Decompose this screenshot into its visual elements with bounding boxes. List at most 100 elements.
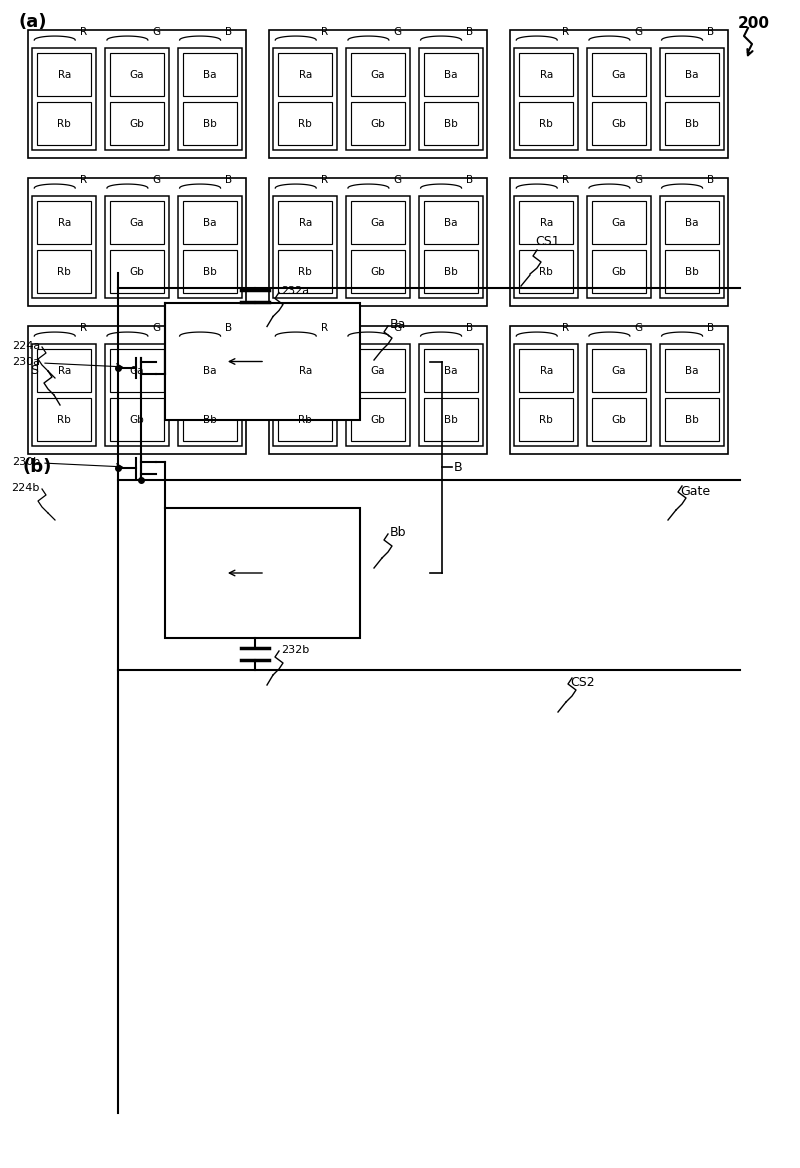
Text: B: B (226, 27, 233, 37)
Text: Ra: Ra (540, 366, 553, 376)
Text: Bb: Bb (444, 119, 458, 128)
Bar (274, 343, 338, 446)
Text: R: R (562, 27, 569, 37)
Bar (351, 102, 405, 145)
Bar (665, 201, 718, 244)
Text: Ba: Ba (390, 319, 406, 332)
Bar (274, 48, 338, 151)
Text: Rb: Rb (539, 415, 554, 425)
Text: (b): (b) (22, 458, 51, 477)
Text: Ga: Ga (370, 366, 386, 376)
Bar (38, 349, 91, 392)
Text: R: R (562, 175, 569, 185)
Bar (351, 349, 405, 392)
Bar (665, 398, 718, 442)
Text: G: G (393, 324, 402, 333)
Bar (38, 398, 91, 442)
Bar (424, 102, 478, 145)
Text: 232b: 232b (281, 645, 310, 655)
Bar (424, 398, 478, 442)
Text: R: R (80, 324, 87, 333)
Bar (110, 349, 164, 392)
Text: 224a: 224a (12, 341, 40, 352)
Bar (660, 48, 724, 151)
Text: 200: 200 (738, 16, 770, 32)
Bar (165, 508, 360, 638)
Text: R: R (80, 175, 87, 185)
Bar (278, 201, 332, 244)
Bar (110, 398, 164, 442)
Text: Gb: Gb (370, 415, 386, 425)
Bar (38, 53, 91, 96)
Text: Ga: Ga (130, 366, 144, 376)
Bar (105, 196, 169, 298)
Text: Ga: Ga (130, 217, 144, 228)
Text: G: G (393, 175, 402, 185)
Text: (a): (a) (18, 13, 46, 32)
Bar (587, 48, 651, 151)
Text: 230b: 230b (12, 457, 40, 467)
Text: Ba: Ba (685, 70, 698, 79)
Text: Bb: Bb (685, 266, 698, 277)
Text: Ga: Ga (612, 70, 626, 79)
Text: Bb: Bb (685, 415, 698, 425)
Bar (510, 178, 728, 306)
Bar (665, 250, 718, 293)
Text: Gate: Gate (680, 485, 710, 498)
Text: R: R (321, 175, 328, 185)
Text: Ba: Ba (203, 70, 217, 79)
Text: Bb: Bb (390, 527, 406, 540)
Bar (665, 53, 718, 96)
Bar (32, 196, 96, 298)
Text: Rb: Rb (298, 415, 312, 425)
Bar (28, 178, 246, 306)
Text: Ra: Ra (540, 70, 553, 79)
Bar (351, 398, 405, 442)
Bar (178, 196, 242, 298)
Text: Gb: Gb (370, 119, 386, 128)
Bar (110, 201, 164, 244)
Text: 232a: 232a (281, 286, 309, 297)
Bar (178, 48, 242, 151)
Text: B: B (454, 460, 462, 474)
Bar (665, 102, 718, 145)
Bar (514, 343, 578, 446)
Bar (346, 343, 410, 446)
Text: Rb: Rb (539, 266, 554, 277)
Text: Ga: Ga (370, 70, 386, 79)
Bar (418, 196, 482, 298)
Bar (269, 326, 487, 454)
Bar (592, 201, 646, 244)
Bar (278, 102, 332, 145)
Bar (592, 102, 646, 145)
Text: CS2: CS2 (570, 676, 594, 689)
Bar (351, 250, 405, 293)
Bar (183, 53, 237, 96)
Text: R: R (80, 27, 87, 37)
Text: S: S (30, 363, 38, 376)
Bar (351, 201, 405, 244)
Text: Gb: Gb (612, 415, 626, 425)
Bar (660, 343, 724, 446)
Text: Bb: Bb (202, 415, 217, 425)
Text: R: R (562, 324, 569, 333)
Bar (165, 303, 360, 420)
Text: Gb: Gb (370, 266, 386, 277)
Text: Ga: Ga (130, 70, 144, 79)
Bar (269, 30, 487, 158)
Bar (183, 349, 237, 392)
Bar (424, 201, 478, 244)
Bar (269, 178, 487, 306)
Text: B: B (707, 324, 714, 333)
Bar (183, 102, 237, 145)
Text: Bb: Bb (444, 266, 458, 277)
Bar (592, 53, 646, 96)
Text: Ba: Ba (444, 217, 458, 228)
Bar (592, 250, 646, 293)
Text: Ba: Ba (685, 217, 698, 228)
Text: G: G (152, 27, 160, 37)
Text: B: B (466, 324, 474, 333)
Text: Ba: Ba (203, 366, 217, 376)
Text: B: B (707, 27, 714, 37)
Text: Ga: Ga (612, 366, 626, 376)
